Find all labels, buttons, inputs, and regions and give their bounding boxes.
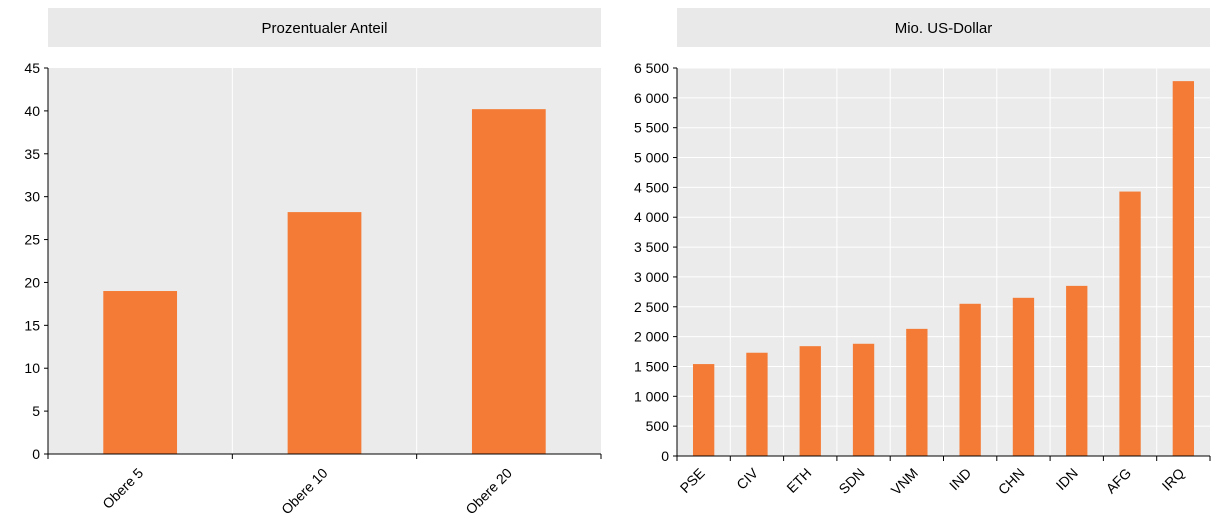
chart-header-title: Prozentualer Anteil [262, 20, 388, 37]
chart-header-background [48, 8, 601, 47]
x-tick-label: VNM [888, 465, 921, 498]
y-tick-label: 0 [661, 448, 669, 464]
bar-afg [1119, 191, 1141, 456]
y-tick-label: 35 [24, 146, 40, 162]
bar-civ [746, 352, 768, 456]
x-tick-label: CHN [995, 465, 1028, 498]
y-tick-label: 6 000 [634, 90, 669, 106]
x-tick-label: AFG [1103, 465, 1135, 497]
x-tick-label: Obere 5 [99, 465, 146, 512]
y-tick-label: 4 000 [634, 209, 669, 225]
y-tick-label: 30 [24, 189, 40, 205]
bar-vnm [906, 328, 928, 456]
y-tick-label: 45 [24, 60, 40, 76]
y-tick-label: 20 [24, 274, 40, 290]
x-tick-label: IND [946, 465, 974, 493]
x-tick-label: CIV [733, 464, 761, 492]
y-tick-label: 3 000 [634, 269, 669, 285]
bar-ind [959, 303, 981, 456]
bar-eth [799, 346, 821, 456]
y-tick-label: 25 [24, 232, 40, 248]
x-tick-label: IRQ [1159, 465, 1188, 494]
x-tick-label: Obere 20 [462, 465, 515, 518]
y-tick-label: 2 000 [634, 329, 669, 345]
y-tick-label: 6 500 [634, 60, 669, 76]
chart-header-title: Mio. US-Dollar [895, 20, 993, 37]
bar-chn [1012, 297, 1035, 456]
chart-million-usd: Mio. US-Dollar 0 500 1 000 1 500 2 000 2 500 3… [634, 8, 1211, 498]
bar-obere-5 [103, 291, 178, 454]
y-tick-label: 2 500 [634, 299, 669, 315]
chart-header-background [677, 8, 1210, 47]
x-tick-label: IDN [1052, 465, 1080, 493]
y-tick-label: 1 500 [634, 358, 669, 374]
y-tick-label: 3 500 [634, 239, 669, 255]
y-tick-label: 4 500 [634, 179, 669, 195]
y-tick-label: 10 [24, 360, 40, 376]
bar-pse [692, 364, 715, 456]
x-tick-label: PSE [677, 465, 708, 496]
y-tick-label: 5 [32, 403, 40, 419]
y-tick-label: 15 [24, 317, 40, 333]
bar-irq [1172, 81, 1195, 456]
x-tick-label: ETH [783, 465, 814, 496]
bar-obere-20 [471, 109, 546, 454]
y-tick-label: 500 [646, 418, 670, 434]
x-tick-label: SDN [835, 465, 867, 497]
bar-obere-10 [287, 212, 362, 454]
y-tick-label: 5 500 [634, 120, 669, 136]
y-tick-label: 0 [32, 446, 40, 462]
y-tick-label: 40 [24, 103, 40, 119]
x-tick-label: Obere 10 [278, 465, 331, 518]
bar-idn [1066, 285, 1088, 456]
y-tick-label: 5 000 [634, 150, 669, 166]
chart-percentage-share: Prozentualer Anteil 0 5 10 15 20 25 30 35 40 45 Ob… [24, 8, 602, 518]
y-tick-label: 1 000 [634, 388, 669, 404]
bar-sdn [852, 343, 875, 456]
